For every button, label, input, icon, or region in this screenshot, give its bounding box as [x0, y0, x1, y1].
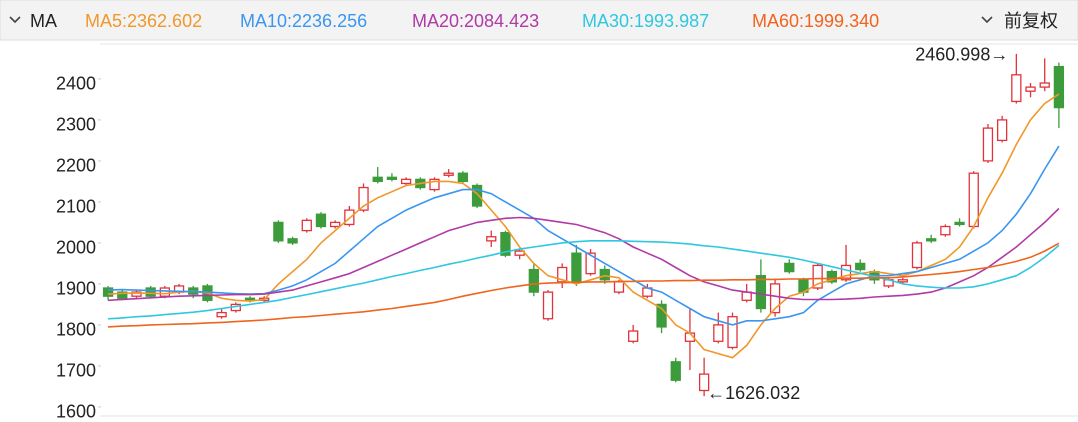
candle-body [471, 184, 483, 207]
legend-entry: MA60:1999.340 [752, 11, 879, 31]
y-tick-label: 2400 [56, 74, 96, 94]
candle-body [755, 275, 767, 310]
legend-entry: MA10:2236.256 [240, 11, 367, 31]
adjust-chevron[interactable] [981, 16, 993, 24]
y-tick-label: 1600 [56, 402, 96, 422]
min-annotation: ←1626.032 [707, 383, 800, 403]
adjust-select[interactable]: 前复权 [1004, 11, 1058, 31]
candle-body [131, 291, 142, 297]
candle-body [911, 242, 923, 269]
candle-body [1011, 74, 1022, 103]
candle-body [698, 373, 710, 392]
y-tick-label: 1800 [56, 320, 96, 340]
candle-body [670, 361, 681, 381]
max-annotation: 2460.998→ [915, 45, 1008, 65]
legend-entry: MA30:1993.987 [582, 11, 709, 31]
candle-body [145, 287, 156, 297]
candle-body [216, 311, 227, 318]
candle-body [457, 172, 469, 183]
candle-body [1039, 82, 1050, 88]
candle-body [855, 262, 866, 271]
y-tick-label: 2100 [56, 197, 96, 217]
candle-body [713, 324, 724, 342]
candle-body [996, 119, 1008, 142]
candle-body [528, 268, 539, 293]
candle-body [117, 291, 128, 299]
ma-line [108, 240, 1060, 320]
candle-body [542, 291, 554, 320]
y-tick-label: 2200 [56, 156, 96, 176]
candle-body [613, 281, 625, 293]
y-tick-label: 2300 [56, 115, 96, 135]
ma-line [108, 242, 1060, 328]
candle-body [500, 231, 511, 256]
header-bar [0, 0, 1078, 41]
legend-entry: MA20:2084.423 [412, 11, 539, 31]
candle-body [826, 270, 837, 283]
candle-body [926, 238, 937, 242]
candle-body [301, 219, 312, 232]
candle-body [330, 221, 341, 228]
candle-body [940, 225, 951, 236]
candle-body [599, 268, 610, 281]
candle-body [315, 213, 327, 228]
candle-body [386, 176, 398, 181]
indicator-select[interactable]: MA [30, 11, 57, 31]
candle-body [656, 303, 667, 328]
candle-body [769, 283, 781, 314]
candle-body [372, 176, 383, 183]
candle-body [954, 221, 965, 226]
candle-body [486, 236, 497, 242]
candle-body [571, 252, 582, 283]
y-tick-label: 1900 [56, 279, 96, 299]
candle-body [358, 186, 369, 211]
candle-body [727, 316, 738, 349]
candle-body [400, 178, 412, 185]
candle-body [443, 172, 454, 176]
candle-body [1025, 86, 1036, 92]
legend-entry: MA5:2362.602 [85, 11, 202, 31]
candle-body [840, 264, 852, 281]
y-tick-label: 1700 [56, 361, 96, 381]
y-tick-label: 2000 [56, 238, 96, 258]
indicator-chevron[interactable] [9, 16, 21, 24]
candle-body [784, 262, 795, 273]
candle-body [159, 287, 171, 297]
ma-line [108, 207, 1060, 302]
candle-body [287, 238, 298, 244]
candle-body [557, 266, 568, 283]
candle-body [628, 330, 639, 342]
candle-body [102, 287, 114, 297]
candle-body [585, 252, 596, 275]
candle-body [429, 178, 440, 191]
candle-body [273, 221, 284, 242]
candle-body [812, 264, 823, 289]
candle-body [1053, 65, 1065, 109]
candle-body [982, 127, 994, 162]
candle-body [897, 279, 908, 283]
